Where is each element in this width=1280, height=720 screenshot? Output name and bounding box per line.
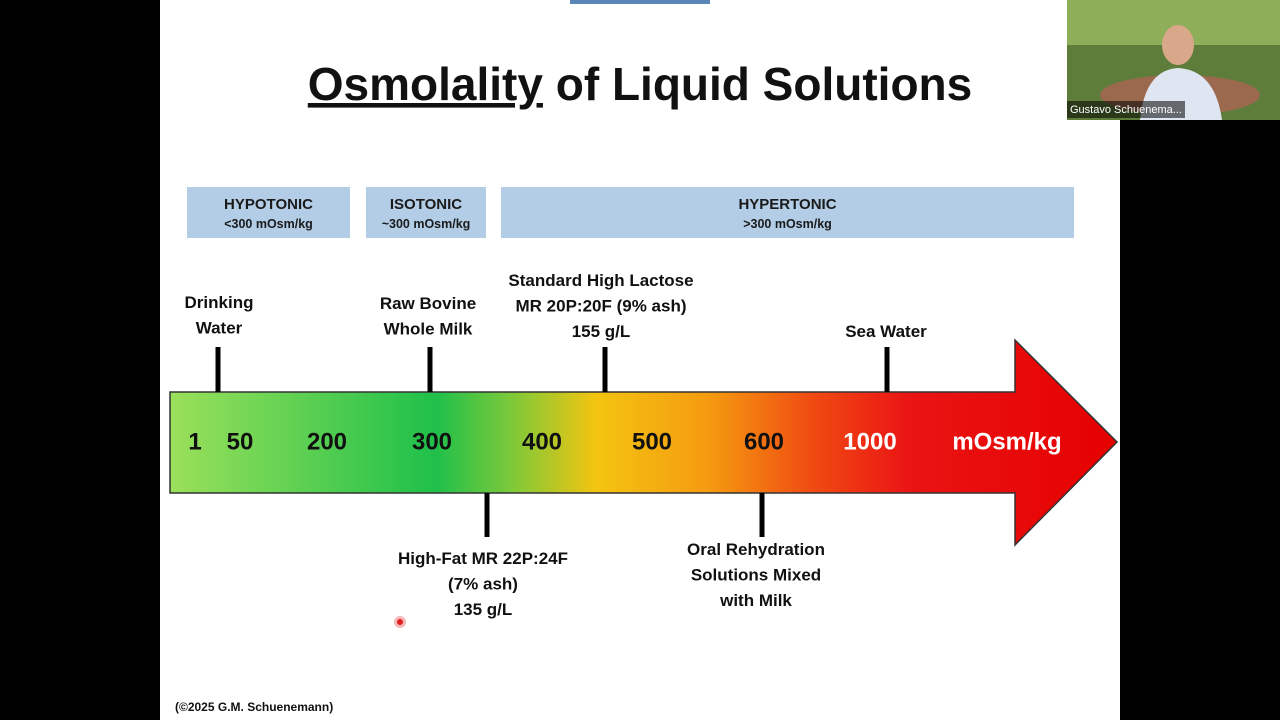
- marker-label: Standard High Lactose: [508, 271, 693, 290]
- title: Osmolality of Liquid Solutions: [308, 58, 972, 110]
- scale-label: 1000: [843, 428, 896, 455]
- marker-label: Sea Water: [845, 322, 927, 341]
- marker-label: (7% ash): [448, 575, 518, 594]
- zone-sublabel: >300 mOsm/kg: [743, 217, 832, 231]
- zone-sublabel: ~300 mOsm/kg: [382, 217, 471, 231]
- head: [1162, 25, 1194, 65]
- top-bar: [570, 0, 710, 4]
- title-underlined: Osmolality: [308, 58, 544, 110]
- scale-unit: mOsm/kg: [952, 428, 1061, 455]
- marker-label: MR 20P:20F (9% ash): [516, 297, 687, 316]
- zone-box: [187, 187, 350, 238]
- markers: Drinking Water Raw Bovine Whole Milk Standar…: [185, 271, 928, 619]
- marker-label: Raw Bovine: [380, 294, 476, 313]
- zone-sublabel: <300 mOsm/kg: [224, 217, 313, 231]
- marker-label: 155 g/L: [572, 322, 631, 341]
- marker-label: High-Fat MR 22P:24F: [398, 549, 568, 568]
- scale-label: 400: [522, 428, 562, 455]
- marker-label: 135 g/L: [454, 600, 513, 619]
- marker-label: Oral Rehydration: [687, 540, 825, 559]
- scale-label: 300: [412, 428, 452, 455]
- marker-label: Solutions Mixed: [691, 566, 821, 585]
- slide: [160, 0, 1120, 720]
- marker-label: Water: [196, 319, 243, 338]
- scale-arrow: [169, 338, 1119, 547]
- video-tile: Gustavo Schuenema...: [1067, 0, 1280, 120]
- participant-name: Gustavo Schuenema...: [1070, 104, 1182, 116]
- marker-label: with Milk: [719, 591, 792, 610]
- cursor-dot: [397, 619, 403, 625]
- copyright: (©2025 G.M. Schuenemann): [175, 700, 333, 714]
- zone-box: [501, 187, 1074, 238]
- scale-label: 500: [632, 428, 672, 455]
- scale-label: 50: [227, 428, 254, 455]
- zone-label: HYPERTONIC: [738, 196, 836, 213]
- name-tag: [1067, 101, 1185, 118]
- marker-label: Whole Milk: [384, 320, 473, 339]
- zone-label: ISOTONIC: [390, 196, 462, 213]
- scale-label: 1: [188, 428, 201, 455]
- title-rest: of Liquid Solutions: [556, 58, 972, 110]
- zone-box: [366, 187, 486, 238]
- marker-label: Drinking: [185, 293, 254, 312]
- zones: HYPOTONIC <300 mOsm/kg ISOTONIC ~300 mOsm/k…: [187, 187, 1074, 238]
- scale-label: 200: [307, 428, 347, 455]
- scale: 1 50 200 300 400 500 600 1000 mOsm/kg: [188, 428, 1061, 455]
- zone-label: HYPOTONIC: [224, 196, 313, 213]
- scale-label: 600: [744, 428, 784, 455]
